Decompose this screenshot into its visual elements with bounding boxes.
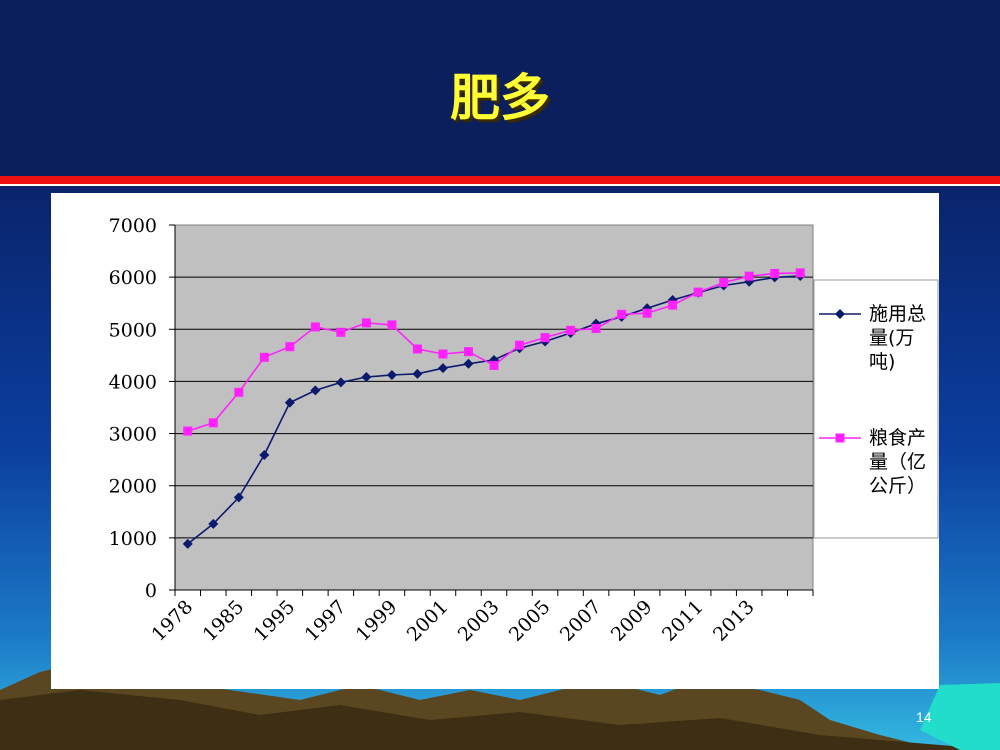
series-2-point	[285, 342, 295, 352]
x-tick-label: 2009	[607, 596, 657, 646]
x-tick-label: 2003	[454, 596, 504, 646]
series-2-point	[744, 271, 754, 281]
series-1-point	[259, 449, 270, 460]
series-2-point	[795, 268, 805, 278]
series-2-point	[617, 309, 627, 319]
series-1-point	[412, 368, 423, 379]
series-1-point	[386, 369, 397, 380]
y-tick-label: 4000	[109, 371, 157, 393]
legend-label: 施用总量(万吨)	[869, 303, 926, 373]
series-2-point	[489, 360, 499, 370]
legend-box	[813, 279, 939, 539]
series-2-point	[719, 278, 729, 288]
legend-swatch-marker	[835, 309, 845, 319]
header-divider-red	[0, 176, 1000, 184]
series-1-point	[208, 518, 219, 529]
series-2-point	[234, 387, 244, 397]
legend-label: 粮食产量（亿公斤）	[869, 427, 926, 497]
y-tick-label: 0	[145, 580, 157, 602]
x-tick-label: 1985	[199, 596, 249, 646]
x-tick-label: 2013	[709, 596, 759, 646]
x-tick-label: 1997	[301, 596, 351, 646]
legend-swatch-marker	[835, 433, 845, 443]
series-1-point	[284, 397, 295, 408]
sea-patch	[920, 683, 1000, 750]
series-1-point	[463, 358, 474, 369]
series-2-point	[540, 333, 550, 343]
series-1-point	[233, 492, 244, 503]
x-tick-label: 1999	[352, 596, 402, 646]
series-2-point	[387, 320, 397, 330]
series-2-point	[438, 349, 448, 359]
series-2-point	[183, 426, 193, 436]
series-2-point	[770, 268, 780, 278]
series-1-point	[310, 385, 321, 396]
series-2-point	[336, 327, 346, 337]
series-2-point	[591, 323, 601, 333]
series-1-point	[591, 318, 602, 329]
series-2-point	[259, 352, 269, 362]
series-2-point	[208, 418, 218, 428]
chart-panel: 0 1000 2000 3000 4000 5000 6000 7000 1978 1985 199…	[51, 193, 939, 689]
x-tick-label: 1978	[148, 596, 198, 646]
y-tick-label: 6000	[109, 267, 157, 289]
series-2-point	[566, 325, 576, 335]
series-2-point	[463, 347, 473, 357]
header-divider-white	[0, 184, 1000, 186]
x-tick-label: 2007	[556, 596, 606, 646]
slide-title: 肥多	[450, 69, 550, 127]
series-2-point	[642, 308, 652, 318]
page-number: 14	[916, 709, 932, 725]
series-1-point	[437, 363, 448, 374]
x-tick-label: 2011	[658, 596, 708, 646]
series-2-point	[412, 344, 422, 354]
series-1-point	[667, 294, 678, 305]
y-tick-label: 2000	[109, 476, 157, 498]
x-tick-label: 2005	[505, 596, 555, 646]
y-tick-label: 7000	[109, 215, 157, 237]
series-1-point	[335, 377, 346, 388]
plot-area	[174, 224, 814, 591]
series-2-point	[668, 300, 678, 310]
series-2-point	[361, 318, 371, 328]
series-1-point	[361, 372, 372, 383]
y-tick-label: 1000	[109, 528, 157, 550]
series-2-point	[693, 287, 703, 297]
x-tick-label: 2001	[403, 596, 453, 646]
y-tick-label: 3000	[109, 424, 157, 446]
x-tick-label: 1995	[250, 596, 300, 646]
series-2-point	[310, 322, 320, 332]
y-tick-label: 5000	[109, 319, 157, 341]
series-2-point	[515, 340, 525, 350]
series-1-point	[182, 538, 193, 549]
